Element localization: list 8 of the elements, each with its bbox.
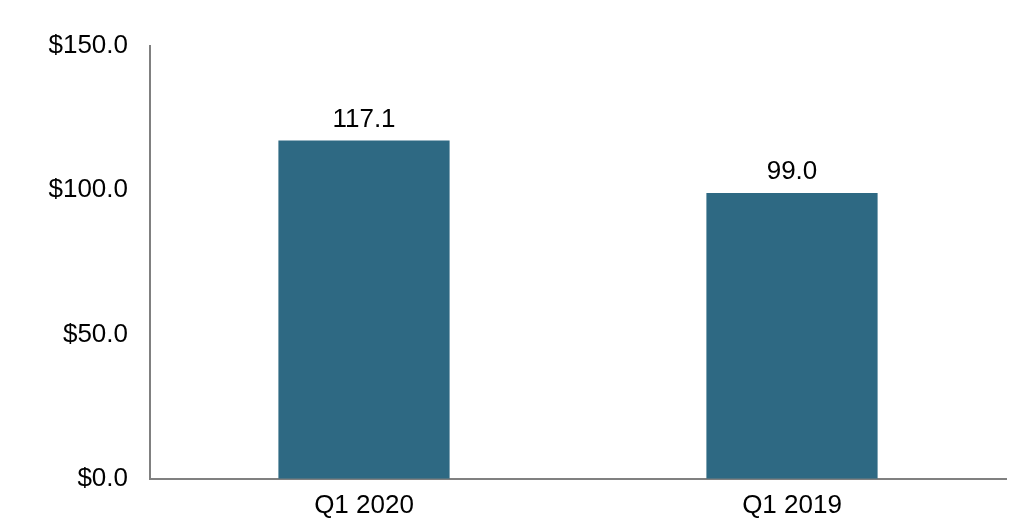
x-tick-label: Q1 2019 [742,488,842,519]
data-label: 117.1 [332,102,396,133]
y-tick-label: $150.0 [48,28,128,59]
y-tick-label: $0.0 [77,461,128,492]
y-tick-label: $50.0 [62,317,128,348]
data-label: 99.0 [766,155,818,186]
y-tick-label: $100.0 [48,173,128,204]
x-tick-label: Q1 2020 [314,488,414,519]
